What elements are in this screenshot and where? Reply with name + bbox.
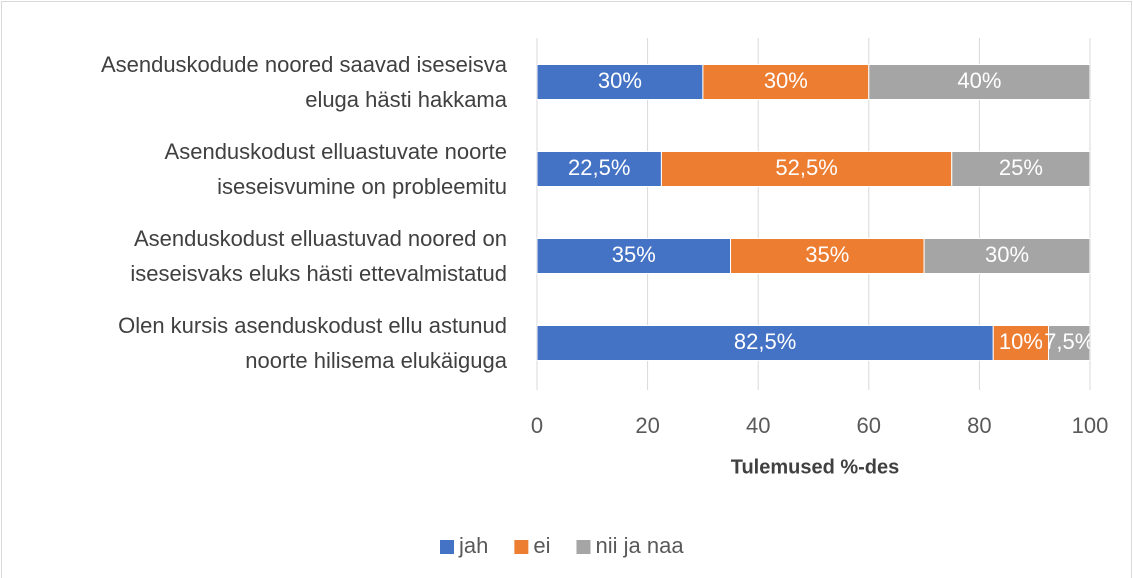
x-tick-label: 40 xyxy=(746,413,770,438)
legend-label: jah xyxy=(458,533,488,558)
data-label: 22,5% xyxy=(568,155,630,180)
data-label: 40% xyxy=(957,68,1001,93)
x-tick-label: 100 xyxy=(1072,413,1109,438)
x-tick-label: 80 xyxy=(967,413,991,438)
data-label: 30% xyxy=(985,242,1029,267)
bars: 30% 30% 40% 22,5% 52,5% 25% 35% 35% 30% 82,5% 10% 7… xyxy=(537,64,1094,361)
legend-label: nii ja naa xyxy=(595,533,684,558)
legend-swatch xyxy=(576,540,591,554)
bar-segment xyxy=(537,238,732,274)
data-label: 52,5% xyxy=(775,155,837,180)
y-tick-label: Asenduskodust elluastuvate noorte isesei… xyxy=(164,139,507,199)
data-label: 82,5% xyxy=(734,329,796,354)
bar-segment xyxy=(730,238,925,274)
bar-segment xyxy=(660,151,953,187)
bar-segment xyxy=(868,64,1090,100)
x-tick-label: 60 xyxy=(857,413,881,438)
legend-label: ei xyxy=(533,533,550,558)
x-tick-label: 20 xyxy=(635,413,659,438)
legend-swatch xyxy=(514,540,529,554)
bar-segment xyxy=(537,325,994,361)
bar-segment xyxy=(537,64,704,100)
data-label: 30% xyxy=(598,68,642,93)
bar-segment xyxy=(951,151,1090,187)
bar-segment xyxy=(537,151,662,187)
bar-segment xyxy=(923,238,1090,274)
data-label: 10% xyxy=(999,329,1043,354)
y-tick-label: Olen kursis asenduskodust ellu astunud n… xyxy=(118,313,507,373)
data-label: 7,5% xyxy=(1044,329,1094,354)
x-axis-title: Tulemused %-des xyxy=(731,456,900,478)
x-tick-label: 0 xyxy=(531,413,543,438)
legend-swatch xyxy=(440,540,454,554)
data-label: 35% xyxy=(612,242,656,267)
y-tick-label: Asenduskodust elluastuvad noored on ises… xyxy=(130,226,507,286)
bar-segment xyxy=(702,64,870,100)
data-label: 35% xyxy=(805,242,849,267)
data-label: 25% xyxy=(999,155,1043,180)
bar-segment xyxy=(1048,325,1090,361)
y-tick-label: Asenduskodude noored saavad iseseisva el… xyxy=(100,52,507,112)
data-label: 30% xyxy=(764,68,808,93)
